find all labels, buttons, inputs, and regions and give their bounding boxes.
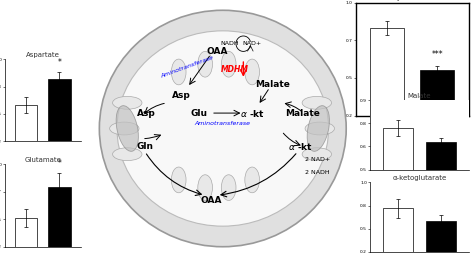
Ellipse shape <box>117 31 328 226</box>
Text: MDHM: MDHM <box>220 65 248 74</box>
Title: Glutamate: Glutamate <box>24 157 61 163</box>
Text: Asp: Asp <box>172 90 191 100</box>
Text: *: * <box>57 159 61 168</box>
Ellipse shape <box>302 96 331 109</box>
Ellipse shape <box>109 122 139 135</box>
Text: NAD+: NAD+ <box>242 41 261 46</box>
Ellipse shape <box>198 175 212 200</box>
Ellipse shape <box>100 10 346 247</box>
Ellipse shape <box>221 51 236 77</box>
Text: 2 NAD+: 2 NAD+ <box>305 157 330 162</box>
Text: Asp: Asp <box>137 108 156 118</box>
Bar <box>427 221 456 257</box>
Bar <box>420 70 455 144</box>
Title: Malate: Malate <box>408 93 431 99</box>
Bar <box>48 79 71 169</box>
Text: *: * <box>57 58 61 67</box>
Bar <box>370 28 404 144</box>
Ellipse shape <box>307 106 329 151</box>
Bar <box>48 187 71 257</box>
Text: $\alpha$ -kt: $\alpha$ -kt <box>288 141 313 152</box>
Bar <box>15 105 37 169</box>
Bar <box>383 208 412 257</box>
Text: Aminotransferase: Aminotransferase <box>195 121 251 126</box>
Title: α-ketoglutarate: α-ketoglutarate <box>392 175 447 181</box>
Text: Glu: Glu <box>191 108 208 118</box>
Text: NADH: NADH <box>220 41 239 46</box>
Ellipse shape <box>221 175 236 200</box>
Text: Malate: Malate <box>285 108 319 118</box>
Text: Malate: Malate <box>255 80 290 89</box>
Ellipse shape <box>305 122 335 135</box>
Text: ***: *** <box>432 50 443 59</box>
Bar <box>15 218 37 257</box>
Ellipse shape <box>171 167 186 193</box>
Title: Aspartate: Aspartate <box>26 52 60 58</box>
Ellipse shape <box>112 148 142 161</box>
Ellipse shape <box>302 148 331 161</box>
Ellipse shape <box>245 167 259 193</box>
Text: OAA: OAA <box>206 47 228 56</box>
Text: Aminotransferase: Aminotransferase <box>160 55 215 79</box>
Ellipse shape <box>171 59 186 85</box>
Ellipse shape <box>198 51 212 77</box>
Bar <box>427 142 456 232</box>
Text: OAA: OAA <box>201 196 222 205</box>
Text: 2 NADH: 2 NADH <box>305 170 330 175</box>
Title: Cyclic-GMP: Cyclic-GMP <box>393 0 432 2</box>
Ellipse shape <box>116 106 138 151</box>
Ellipse shape <box>245 59 259 85</box>
Text: Gln: Gln <box>137 142 154 151</box>
Ellipse shape <box>112 96 142 109</box>
Bar <box>383 128 412 232</box>
Text: $\alpha$ -kt: $\alpha$ -kt <box>240 108 264 118</box>
